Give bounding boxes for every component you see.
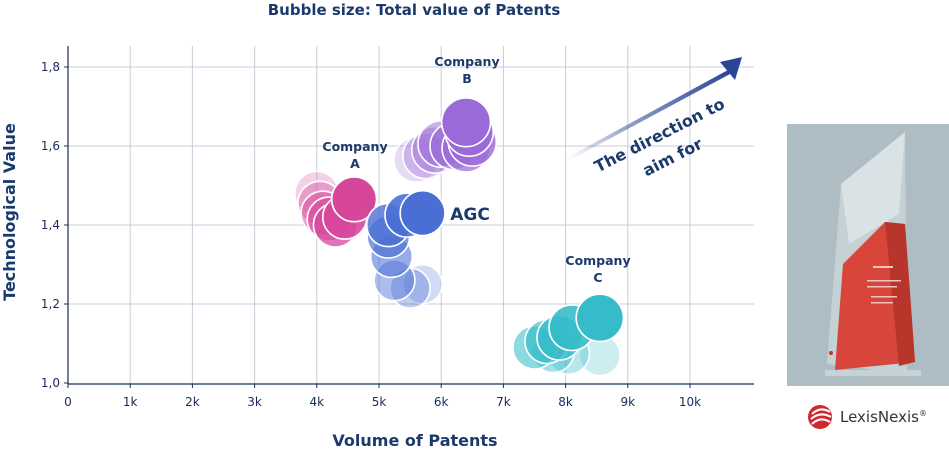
direction-arrow-head [720, 57, 742, 80]
y-tick-label: 1,0 [41, 376, 60, 390]
series-label-line: AGC [450, 205, 490, 225]
lexisnexis-logo-text: LexisNexis® [840, 408, 927, 426]
x-tick-label: 0 [64, 395, 72, 409]
direction-arrow-shaft [570, 70, 730, 159]
bubble-point [330, 176, 378, 223]
x-tick-label: 2k [185, 395, 200, 409]
y-axis-title: Technological Value [0, 123, 19, 301]
trophy-illustration [787, 124, 949, 386]
bubble-point [399, 189, 446, 237]
award-trophy-photo [787, 124, 949, 386]
y-tick-label: 1,8 [41, 60, 60, 74]
x-tick-label: 10k [679, 395, 701, 409]
series-company-b [393, 97, 498, 184]
y-tick-label: 1,2 [41, 297, 60, 311]
bubble-layer [293, 97, 625, 377]
axes [67, 46, 754, 385]
x-tick-label: 1k [123, 395, 138, 409]
bubble-point [440, 97, 492, 148]
x-tick-label: 9k [621, 395, 636, 409]
x-tick-label: 3k [247, 395, 262, 409]
bubble-point [575, 293, 625, 343]
series-label-line: A [350, 156, 360, 171]
series-label-line: C [593, 270, 602, 285]
lexisnexis-logo: LexisNexis® [806, 402, 946, 434]
x-tick-label: 5k [372, 395, 387, 409]
series-labels: Company A Company B AGC Company C [322, 54, 630, 285]
x-tick-label: 6k [434, 395, 449, 409]
x-tick-label: 4k [310, 395, 325, 409]
series-agc [365, 189, 446, 310]
x-tick-label: 7k [496, 395, 511, 409]
series-label-line: Company [434, 54, 499, 69]
series-company-c [512, 293, 625, 377]
series-label-line: Company [322, 139, 387, 154]
tick-labels: 0 1k 2k 3k 4k 5k 6k 7k 8k 9k 10k 1,0 1,2 1,4 1,6 1,8 [41, 60, 701, 409]
x-axis-title: Volume of Patents [332, 431, 497, 450]
direction-arrow: The direction to aim for [570, 57, 742, 180]
y-tick-label: 1,4 [41, 218, 60, 232]
lexisnexis-logo-mark [808, 405, 832, 429]
chart-title: Bubble size: Total value of Patents [268, 1, 561, 19]
series-label-line: Company [565, 253, 630, 268]
series-company-a [293, 170, 378, 248]
series-label-line: B [462, 71, 472, 86]
y-tick-label: 1,6 [41, 139, 60, 153]
x-tick-label: 8k [558, 395, 573, 409]
